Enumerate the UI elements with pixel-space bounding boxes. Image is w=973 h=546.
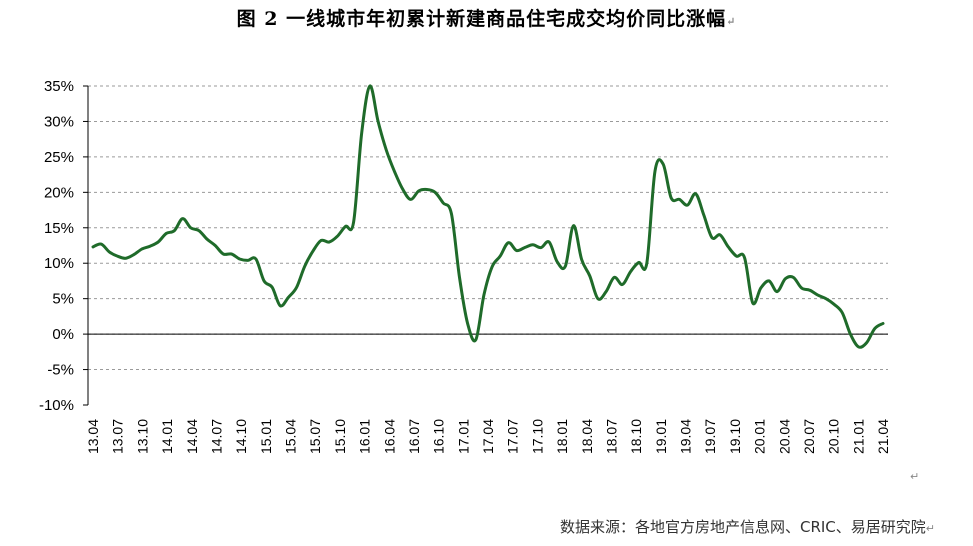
x-tick-label: 16.01 bbox=[357, 419, 373, 454]
x-tick-label: 17.01 bbox=[455, 419, 471, 454]
x-tick-label: 19.10 bbox=[727, 419, 743, 454]
x-tick-label: 14.01 bbox=[159, 419, 175, 454]
x-tick-label: 15.04 bbox=[283, 419, 299, 454]
y-tick-label: -5% bbox=[47, 362, 74, 379]
x-tick-label: 18.04 bbox=[579, 419, 595, 454]
x-tick-label: 18.07 bbox=[603, 419, 619, 454]
y-tick-label: 0% bbox=[52, 326, 74, 343]
y-tick-label: 5% bbox=[52, 291, 74, 308]
x-tick-label: 21.04 bbox=[875, 419, 891, 454]
y-tick-label: 20% bbox=[44, 184, 74, 201]
y-tick-label: 10% bbox=[44, 255, 74, 272]
data-source-text: 数据来源：各地官方房地产信息网、CRIC、易居研究院 bbox=[559, 518, 926, 536]
y-tick-label: 30% bbox=[44, 113, 74, 130]
x-tick-label: 14.07 bbox=[208, 419, 224, 454]
x-tick-label: 15.10 bbox=[332, 419, 348, 454]
x-tick-label: 18.10 bbox=[628, 419, 644, 454]
paragraph-mark-icon: ↵ bbox=[910, 470, 920, 483]
axes bbox=[87, 86, 888, 405]
x-tick-label: 17.10 bbox=[529, 419, 545, 454]
x-tick-label: 17.04 bbox=[480, 419, 496, 454]
x-tick-label: 16.04 bbox=[381, 419, 397, 454]
series-line bbox=[91, 84, 885, 349]
x-tick-label: 13.07 bbox=[110, 419, 126, 454]
x-tick-label: 20.01 bbox=[752, 419, 768, 454]
x-tick-label: 16.10 bbox=[431, 419, 447, 454]
x-tick-label: 14.10 bbox=[233, 419, 249, 454]
x-tick-label: 15.01 bbox=[258, 419, 274, 454]
x-tick-label: 20.10 bbox=[826, 419, 842, 454]
x-tick-label: 19.01 bbox=[653, 419, 669, 454]
y-tick-label: 15% bbox=[44, 220, 74, 237]
paragraph-mark-icon: ↵ bbox=[726, 15, 737, 28]
x-tick-label: 17.07 bbox=[505, 419, 521, 454]
data-source-note: 数据来源：各地官方房地产信息网、CRIC、易居研究院↵ bbox=[560, 516, 935, 537]
chart-title: 图 2 一线城市年初累计新建商品住宅成交均价同比涨幅↵ bbox=[0, 4, 973, 31]
y-axis-ticks: -10% -5% 0% 5% 10% 15% 20% 25% 30% 35% bbox=[39, 78, 88, 414]
x-tick-label: 16.07 bbox=[406, 419, 422, 454]
x-tick-label: 18.01 bbox=[554, 419, 570, 454]
x-tick-label: 20.07 bbox=[801, 419, 817, 454]
chart-title-text: 图 2 一线城市年初累计新建商品住宅成交均价同比涨幅 bbox=[236, 8, 727, 30]
x-tick-label: 19.04 bbox=[678, 419, 694, 454]
x-tick-label: 14.04 bbox=[184, 419, 200, 454]
x-tick-label: 19.07 bbox=[702, 419, 718, 454]
x-tick-label: 13.10 bbox=[134, 419, 150, 454]
x-axis-ticks: 13.04 13.07 13.10 14.01 14.04 14.07 14.10 15.01… bbox=[85, 419, 891, 454]
series-group bbox=[91, 84, 885, 349]
y-tick-label: -10% bbox=[39, 397, 74, 414]
paragraph-mark-icon: ↵ bbox=[925, 522, 935, 535]
x-tick-label: 13.04 bbox=[85, 419, 101, 454]
x-tick-label: 15.07 bbox=[307, 419, 323, 454]
y-tick-label: 25% bbox=[44, 149, 74, 166]
x-tick-label: 20.04 bbox=[776, 419, 792, 454]
y-tick-label: 35% bbox=[44, 78, 74, 95]
grid-lines bbox=[88, 85, 888, 371]
x-tick-label: 21.01 bbox=[850, 419, 866, 454]
